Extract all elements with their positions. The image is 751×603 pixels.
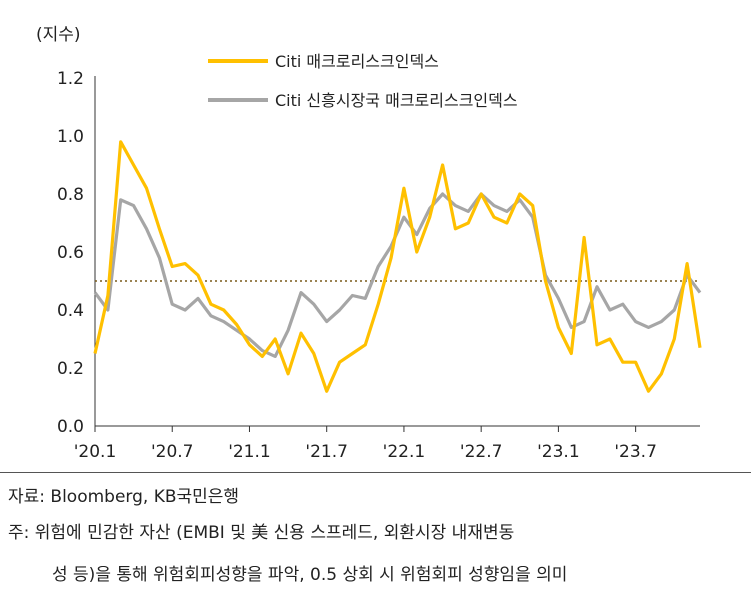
x-tick-label: '20.7 (151, 442, 194, 462)
x-tick-label: '20.1 (74, 442, 117, 462)
legend-label-0: Citi 매크로리스크인덱스 (275, 52, 439, 71)
y-tick-label: 0.6 (57, 243, 84, 263)
x-axis-ticks: '20.1 '20.7 '21.1 '21.7 '22.1 '22.7 '23.1 '23.7 (74, 426, 657, 462)
x-tick-label: '21.1 (228, 442, 271, 462)
x-tick-label: '21.7 (305, 442, 348, 462)
y-tick-label: 0.0 (57, 417, 84, 437)
source-note: 자료: Bloomberg, KB국민은행 (8, 487, 240, 507)
y-axis-unit-label: (지수) (36, 25, 81, 45)
legend-label-1: Citi 신흥시장국 매크로리스크인덱스 (275, 91, 518, 110)
line-chart: (지수) 0.0 0.2 0.4 0.6 0.8 1.0 1.2 '20.1 '20.7 '21… (36, 25, 702, 462)
footnote-line-2: 성 등)을 통해 위험회피성향을 파악, 0.5 상회 시 위험회피 성향임을 … (52, 565, 568, 585)
footnote-line-1: 주: 위험에 민감한 자산 (EMBI 및 美 신용 스프레드, 외환시장 내재… (8, 523, 515, 543)
x-tick-label: '22.1 (383, 442, 426, 462)
footer-divider (0, 472, 751, 473)
legend: Citi 매크로리스크인덱스 Citi 신흥시장국 매크로리스크인덱스 (208, 52, 518, 110)
series-group (93, 140, 702, 393)
y-axis-ticks: 0.0 0.2 0.4 0.6 0.8 1.0 1.2 (57, 69, 84, 437)
x-tick-label: '23.1 (537, 442, 580, 462)
y-tick-label: 0.4 (57, 301, 84, 321)
axes (94, 76, 700, 427)
series-line-0 (93, 140, 702, 393)
y-tick-label: 1.2 (57, 69, 84, 89)
x-tick-label: '22.7 (460, 442, 503, 462)
y-tick-label: 0.2 (57, 359, 84, 379)
x-tick-label: '23.7 (614, 442, 657, 462)
y-tick-label: 1.0 (57, 127, 84, 147)
y-tick-label: 0.8 (57, 185, 84, 205)
